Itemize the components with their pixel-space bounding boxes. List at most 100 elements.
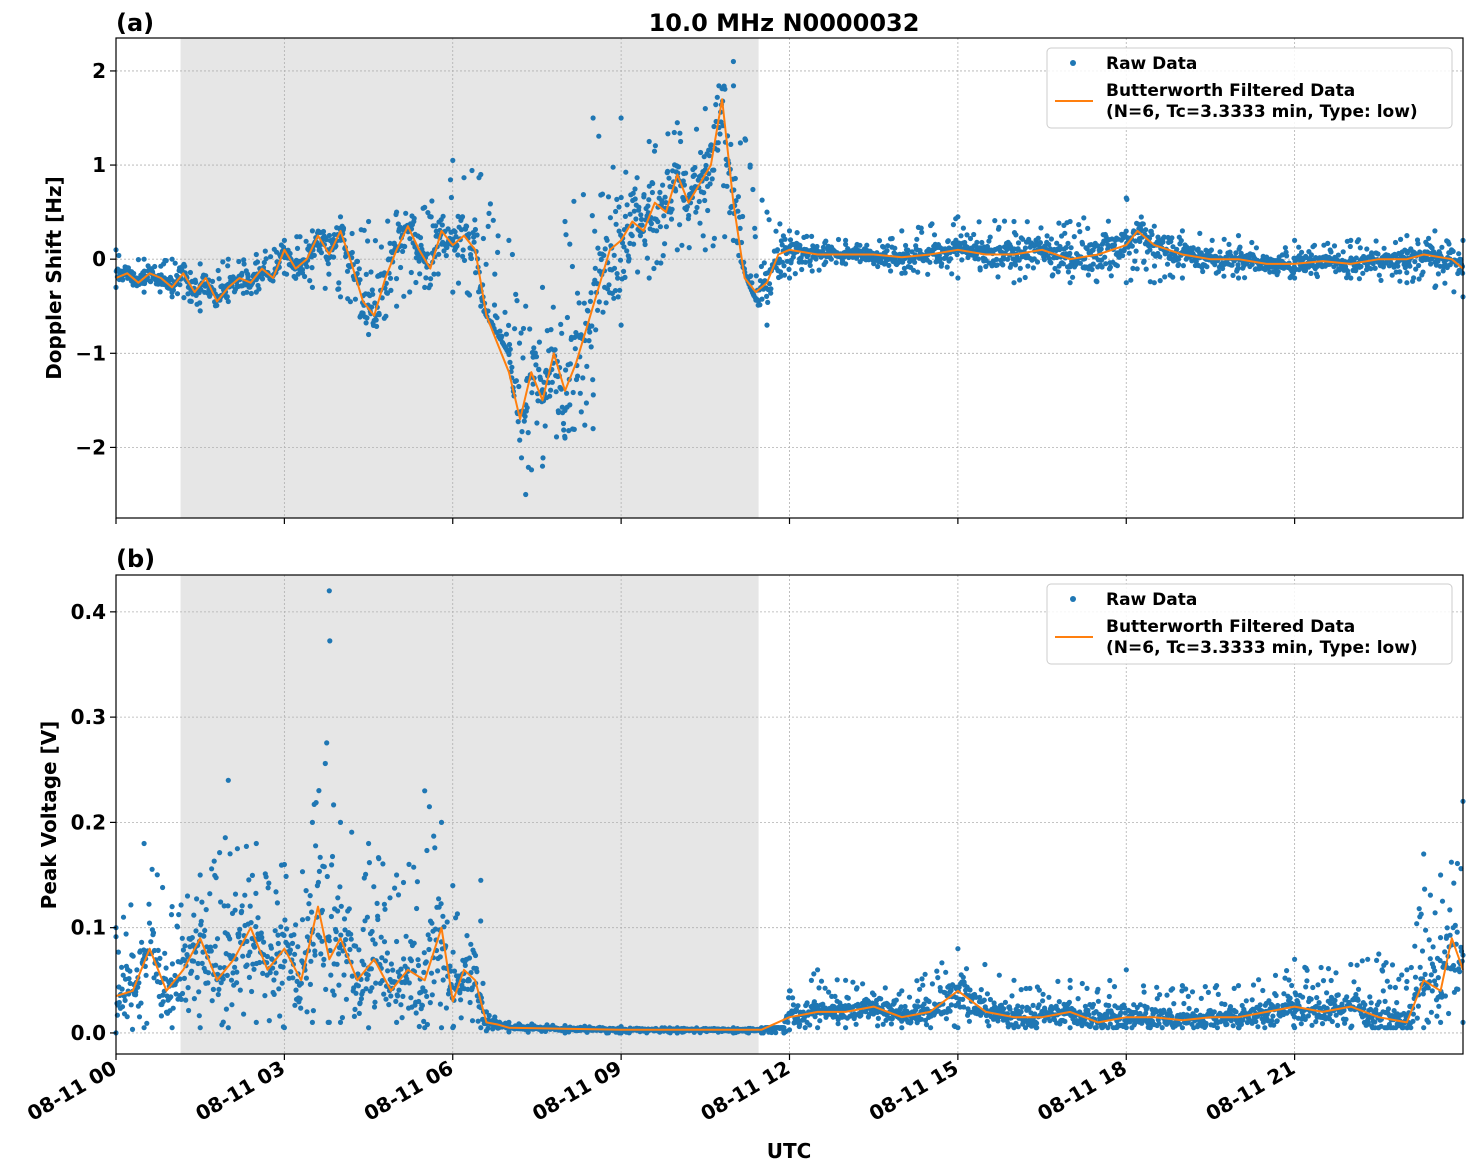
raw-data-point [352,296,358,302]
raw-data-point [552,347,558,353]
raw-data-point [802,1025,808,1031]
raw-data-point [478,171,484,178]
raw-data-point [697,220,703,226]
raw-data-point [949,271,955,277]
raw-data-point [182,943,188,949]
raw-data-point [364,914,370,920]
raw-data-point [1015,1003,1021,1009]
raw-data-point [1311,242,1318,248]
raw-data-point [1037,240,1043,246]
raw-data-point [617,287,623,293]
raw-data-point [542,423,548,429]
raw-data-point [657,189,663,195]
raw-data-point [691,172,698,178]
raw-data-point [148,939,154,945]
raw-data-point [321,864,327,870]
raw-data-point [700,233,706,239]
raw-data-point [563,232,569,238]
raw-data-point [1412,259,1418,265]
raw-data-point [236,931,242,937]
raw-data-point [455,252,461,258]
raw-data-point [373,317,379,323]
raw-data-point [237,926,243,933]
raw-data-point [1292,237,1298,243]
raw-data-point [406,980,412,986]
raw-data-point [886,262,892,268]
raw-data-point [478,918,484,924]
raw-data-point [1375,251,1381,257]
raw-data-point [995,274,1001,280]
raw-data-point [614,271,620,277]
raw-data-point [944,264,950,270]
raw-data-point [684,204,690,210]
raw-data-point [303,238,309,244]
raw-data-point [639,222,645,228]
raw-data-point [325,261,331,267]
raw-data-point [1331,243,1338,249]
raw-data-point [153,971,159,977]
raw-data-point [1353,268,1359,274]
raw-data-point [469,1018,476,1024]
raw-data-point [564,314,571,321]
raw-data-point [1048,260,1054,266]
raw-data-point [1123,195,1129,201]
raw-data-point [1052,265,1058,272]
raw-data-point [730,58,737,65]
raw-data-point [1240,1017,1246,1023]
raw-data-point [320,228,327,235]
raw-data-point [696,198,702,205]
raw-data-point [312,948,318,954]
raw-data-point [295,271,301,277]
raw-data-point [717,131,723,137]
raw-data-point [705,207,711,214]
raw-data-point [816,267,822,273]
raw-data-point [1036,1002,1042,1008]
raw-data-point [786,995,792,1001]
raw-data-point [1111,242,1118,248]
raw-data-point [681,182,688,188]
raw-data-point [185,985,191,991]
raw-data-point [281,932,287,939]
raw-data-point [339,1015,345,1021]
raw-data-point [382,906,388,912]
raw-data-point [601,252,607,258]
raw-data-point [335,908,341,914]
raw-data-point [586,338,592,344]
raw-data-point [466,978,472,984]
raw-data-point [661,213,667,219]
raw-data-point [466,955,473,961]
raw-data-point [986,238,992,244]
raw-data-point [1260,1019,1266,1025]
raw-data-point [506,322,512,328]
raw-data-point [1435,258,1441,264]
raw-data-point [126,976,132,982]
raw-data-point [203,273,209,279]
raw-data-point [536,367,542,373]
raw-data-point [996,972,1002,978]
raw-data-point [1154,984,1160,990]
raw-data-point [252,944,258,950]
raw-data-point [326,938,332,944]
raw-data-point [261,939,267,945]
raw-data-point [1220,265,1226,272]
raw-data-point [263,874,269,880]
raw-data-point [710,243,716,249]
raw-data-point [782,236,788,242]
chart-title: 10.0 MHz N0000032 [649,9,920,37]
raw-data-point [127,968,133,974]
raw-data-point [803,259,809,265]
raw-data-point [309,228,315,234]
raw-data-point [589,323,595,329]
raw-data-point [406,861,412,868]
raw-data-point [1450,248,1456,254]
raw-data-point [564,390,570,396]
raw-data-point [648,221,655,227]
raw-data-point [578,409,584,415]
raw-data-point [1275,1002,1281,1009]
raw-data-point [1022,1025,1029,1031]
raw-data-point [1000,262,1006,268]
raw-data-point [287,947,293,953]
raw-data-point [313,800,319,806]
raw-data-point [1066,999,1072,1005]
raw-data-point [1093,1025,1099,1031]
